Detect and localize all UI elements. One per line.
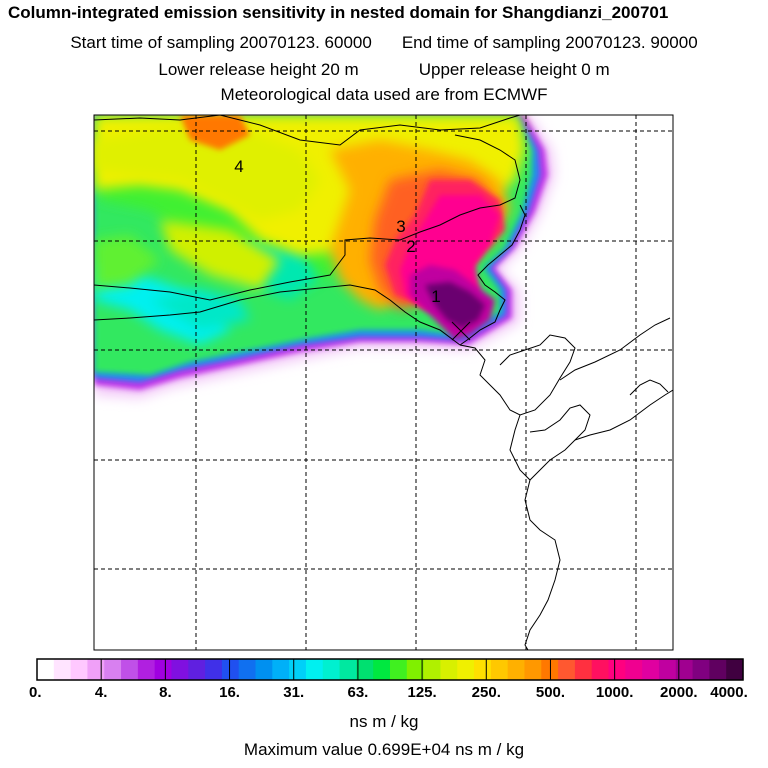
met-data-label: Meteorological data used are from ECMWF bbox=[220, 85, 548, 104]
colorbar-tick-label: 125. bbox=[407, 684, 437, 701]
colorbar-units: ns m / kg bbox=[349, 712, 419, 731]
sensitivity-field bbox=[94, 115, 555, 398]
colorbar-tick-label: 4000. bbox=[710, 684, 748, 701]
colorbar-cell bbox=[104, 659, 122, 680]
upper-release-label: Upper release height 0 m bbox=[418, 60, 610, 79]
colorbar-cell bbox=[558, 659, 576, 680]
colorbar-cells bbox=[37, 659, 744, 680]
end-time-label: End time of sampling 20070123. 90000 bbox=[401, 33, 698, 52]
cluster-label: 4 bbox=[234, 157, 243, 176]
colorbar-cell bbox=[675, 659, 694, 680]
receptor-cross-icon bbox=[451, 321, 471, 341]
plot-title: Column-integrated emission sensitivity i… bbox=[8, 3, 669, 22]
colorbar-cell bbox=[221, 659, 240, 680]
colorbar-cell bbox=[255, 659, 273, 680]
colorbar-cell bbox=[121, 659, 139, 680]
colorbar-cell bbox=[339, 659, 357, 680]
colorbar-frame bbox=[36, 658, 744, 681]
colorbar-cell bbox=[188, 659, 206, 680]
colorbar-cell bbox=[692, 659, 710, 680]
colorbar-cell bbox=[642, 659, 660, 680]
colorbar-cell bbox=[238, 659, 257, 680]
colorbar-cell bbox=[289, 659, 307, 680]
colorbar-cell bbox=[658, 659, 677, 680]
colorbar-cell bbox=[373, 659, 391, 680]
colorbar-cell bbox=[322, 659, 341, 680]
colorbar-cell bbox=[423, 659, 442, 680]
colorbar-cell bbox=[37, 659, 55, 680]
colorbar-cell bbox=[474, 659, 492, 680]
colorbar-tick-label: 1000. bbox=[595, 684, 634, 701]
colorbar-cell bbox=[440, 659, 458, 680]
colorbar-cell bbox=[272, 659, 290, 680]
cluster-label: 2 bbox=[406, 237, 415, 256]
cluster-label: 1 bbox=[431, 287, 440, 306]
colorbar-cell bbox=[591, 659, 610, 680]
colorbar-tick-label: 63. bbox=[347, 684, 369, 701]
colorbar-tick-label: 0. bbox=[29, 684, 42, 701]
sensitivity-map: 1 2 3 4 bbox=[93, 114, 674, 651]
colorbar-tick-label: 2000. bbox=[660, 684, 698, 701]
lat-lon-grid bbox=[94, 115, 673, 650]
cluster-label: 3 bbox=[396, 217, 405, 236]
colorbar-cell bbox=[171, 659, 189, 680]
colorbar-cell bbox=[524, 659, 542, 680]
colorbar-tick-label: 16. bbox=[219, 684, 240, 701]
colorbar-tick-label: 31. bbox=[283, 684, 305, 701]
colorbar-cell bbox=[154, 659, 173, 680]
colorbar-cell bbox=[390, 659, 408, 680]
max-value-label: Maximum value 0.699E+04 ns m / kg bbox=[243, 740, 525, 759]
colorbar-cell bbox=[726, 659, 744, 680]
colorbar-tick-label: 4. bbox=[94, 684, 108, 701]
colorbar-tick-label: 8. bbox=[159, 684, 172, 701]
colorbar-cell bbox=[137, 659, 156, 680]
release-heights: Lower release height 20 m Upper release h… bbox=[0, 60, 768, 80]
colorbar-cell bbox=[574, 659, 593, 680]
lower-release-label: Lower release height 20 m bbox=[158, 60, 359, 79]
start-time-label: Start time of sampling 20070123. 60000 bbox=[70, 33, 372, 52]
colorbar-cell bbox=[305, 659, 324, 680]
colorbar-cell bbox=[87, 659, 105, 680]
colorbar-tick-label: 250. bbox=[471, 684, 501, 701]
colorbar-cell bbox=[507, 659, 526, 680]
colorbar-tick-label: 500. bbox=[535, 684, 566, 701]
colorbar bbox=[36, 658, 744, 681]
colorbar-cell bbox=[406, 659, 425, 680]
colorbar-cell bbox=[709, 659, 727, 680]
colorbar-cell bbox=[457, 659, 475, 680]
sampling-times: Start time of sampling 20070123. 60000 En… bbox=[0, 33, 768, 53]
colorbar-cell bbox=[490, 659, 509, 680]
colorbar-cell bbox=[356, 659, 374, 680]
map-frame bbox=[93, 114, 674, 651]
colorbar-cell bbox=[205, 659, 223, 680]
colorbar-cell bbox=[53, 659, 72, 680]
colorbar-cell bbox=[70, 659, 89, 680]
colorbar-cell bbox=[625, 659, 643, 680]
colorbar-cell bbox=[608, 659, 626, 680]
colorbar-dividers bbox=[100, 659, 680, 680]
